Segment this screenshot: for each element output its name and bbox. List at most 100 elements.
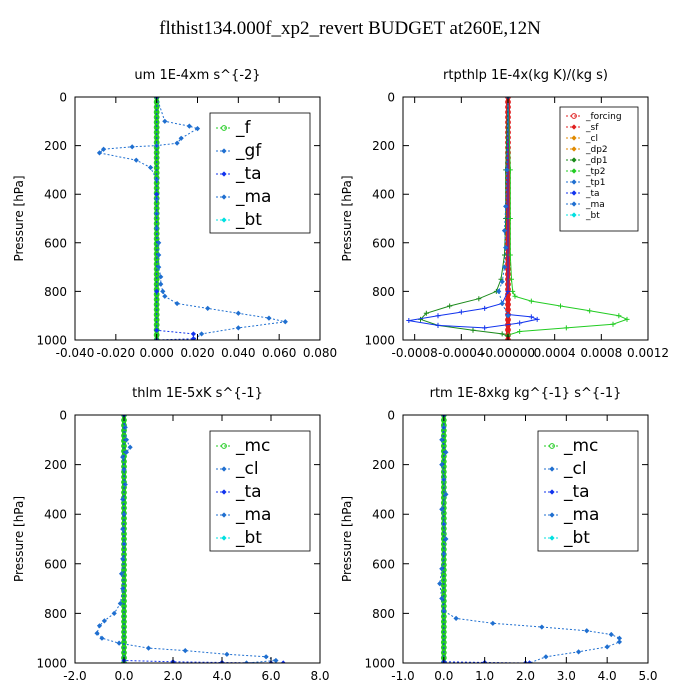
panel-2-ytick-label: 400 <box>372 188 395 202</box>
panel-3-series-cl-point <box>182 648 188 654</box>
panel-1-legend-gf-label: _gf <box>235 141 262 161</box>
panel-2-series-tp2-point <box>616 313 622 319</box>
panel-1-ylabel: Pressure [hPa] <box>12 175 26 261</box>
panel-2-xtick-label: 0.0012 <box>627 346 669 360</box>
panel-1-legend-box <box>209 112 311 234</box>
panel-2-ytick-label: 0 <box>387 91 395 105</box>
panel-2-series-tp2-point <box>509 276 514 282</box>
panel-3-series-cl-point <box>120 526 126 532</box>
panel-4-series-cl-point <box>453 615 459 621</box>
panel-1-series-gf-point <box>129 144 135 150</box>
panel-4-series-cl-point <box>543 654 549 660</box>
panel-3-series-ta-point <box>280 660 286 663</box>
panel-1-series-gf-point <box>156 252 162 258</box>
panel-3-series-cl-point <box>116 640 122 646</box>
panel-2-ytick-label: 200 <box>372 139 395 153</box>
panel-1-series-gf-point <box>100 146 107 152</box>
panel-4-series-cl-point <box>490 620 496 626</box>
panel-4-legend-mc-label: _mc <box>563 436 598 456</box>
panel-2-legend-dp2-icon <box>571 146 577 152</box>
panel-1-legend-bt-icon <box>221 217 227 223</box>
panel-4-legend-ma-label: _ma <box>563 505 599 525</box>
panel-2-legend: _forcing_sf_cl_dp2_dp1_tp2_tp1_ta_ma_bt <box>559 106 639 232</box>
panel-1-series-gf-point <box>205 305 211 312</box>
panel-2-series-dp1-point <box>447 303 453 309</box>
panel-2-xtick-label: 0.0004 <box>534 346 576 360</box>
panel-4-series-cl-point <box>443 449 449 455</box>
panel-1-ytick-label: 0 <box>59 91 67 105</box>
panel-3-xtick-label: 6.0 <box>261 669 280 683</box>
panel-2-xtick-label: -0.0004 <box>438 346 484 360</box>
panel-2-legend-bt-label: _bt <box>585 211 600 221</box>
panel-1-series-ta-point <box>190 331 197 337</box>
panel-4-series-cl-point <box>437 581 443 587</box>
panel-3-ylabel: Pressure [hPa] <box>12 496 26 582</box>
panel-4-xtick-label: 2.0 <box>516 669 535 683</box>
panel-4-ytick-label: 600 <box>372 557 395 571</box>
panel-1-series-gf-point <box>96 150 103 156</box>
panel-1-title: um 1E-4xm s^{-2} <box>134 68 260 83</box>
panel-2-series-ta-point <box>528 314 534 320</box>
panel-1-xtick-label: 0.000 <box>139 346 173 360</box>
panel-2-series-dp1-point <box>502 252 507 258</box>
panel-4-series-cl-point <box>439 462 445 468</box>
panel-3-legend-cl-icon <box>221 466 227 472</box>
panel-3-ytick-label: 200 <box>44 458 67 472</box>
panel-2-legend-dp2-label: _dp2 <box>585 145 608 155</box>
panel-3-series-cl-point <box>117 600 123 607</box>
panel-4-legend-ta-icon <box>549 489 555 495</box>
panel-1-xtick-label: -0.020 <box>96 346 135 360</box>
panel-2-legend-sf-icon <box>571 124 577 130</box>
panel-3-series-cl-point <box>94 630 100 636</box>
panel-1-ytick-label: 800 <box>44 285 67 299</box>
panel-2-legend-tp1-label: _tp1 <box>585 178 605 188</box>
panel-2-series-tp2-point <box>507 252 513 258</box>
panel-3-data <box>94 415 286 663</box>
panel-2-series-tp2-point <box>624 316 630 322</box>
panel-2-legend-cl-icon <box>571 135 577 141</box>
panel-4: rtm 1E-8xkg kg^{-1} s^{-1} Pressure [hPa]… <box>340 386 658 683</box>
panel-2-series-cl-point <box>499 279 505 285</box>
panel-3-legend-mc-icon <box>221 443 227 449</box>
panel-2-series-ta-point <box>435 313 441 319</box>
panel-2-series-ta-point <box>458 309 464 315</box>
panel-4-series-ta-point <box>526 660 533 663</box>
panel-2-legend-bt-icon <box>571 212 577 218</box>
panel-3-ytick-label: 400 <box>44 508 67 522</box>
panel-2-legend-ta-label: _ta <box>585 189 600 199</box>
panel-4-series-cl-point <box>584 628 590 634</box>
panel-3-series-cl-point <box>101 618 107 624</box>
panel-1-legend: _f _gf _ta _ma _bt <box>209 112 311 234</box>
panel-4-ytick-label: 800 <box>372 607 395 621</box>
panel-2-series-dp1-point <box>499 331 505 337</box>
panel-4-ytick-label: 1000 <box>364 657 395 671</box>
panel-1-series-gf-point <box>133 157 139 163</box>
panel-1-series-gf-point <box>174 300 180 307</box>
panel-3-ytick-label: 800 <box>44 607 67 621</box>
panel-1-series-ta-point <box>190 336 197 340</box>
panel-2-series-ta-point <box>482 305 488 311</box>
panel-3-legend-mc-label: _mc <box>235 436 270 456</box>
panel-3-series-cl-line <box>96 415 277 663</box>
panel-1-ytick-label: 1000 <box>36 334 67 348</box>
panel-1-series-gf-point <box>154 225 160 231</box>
panel-2-legend-tp2-label: _tp2 <box>585 167 605 177</box>
panel-1-series-gf-point <box>154 196 160 202</box>
panel-3-series-cl-point <box>120 454 126 460</box>
panel-2-series-ta-point <box>435 322 441 328</box>
panel-3-legend-ta-label: _ta <box>235 482 262 502</box>
panel-3-legend-bt-label: _bt <box>235 528 262 548</box>
panel-2-series-cl-point <box>501 264 508 270</box>
panel-4-legend-cl-label: _cl <box>563 459 587 479</box>
panel-2-frame <box>402 96 649 341</box>
panel-4-xtick-label: 3.0 <box>557 669 576 683</box>
panel-1-series-gf-point <box>235 310 241 316</box>
panel-2-series-ta-point <box>534 316 540 322</box>
panel-1-xtick-label: -0.040 <box>56 346 95 360</box>
panel-1-ytick-label: 600 <box>44 236 67 250</box>
panel-2-series-tp2-point <box>512 293 518 299</box>
panel-2-series-ta-point <box>406 318 412 324</box>
panel-4-series-cl-point <box>441 608 447 614</box>
panel-4-legend-bt-icon <box>549 535 555 541</box>
panel-2-series-tp2-point <box>507 216 513 221</box>
